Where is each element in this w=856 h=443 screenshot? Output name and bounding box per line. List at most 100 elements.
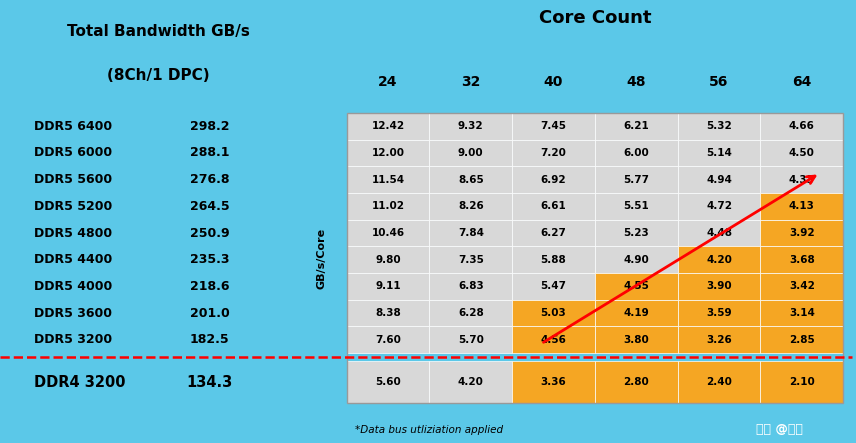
Text: 6.21: 6.21 — [623, 121, 649, 131]
Bar — [678, 273, 760, 300]
Bar — [678, 113, 760, 140]
Bar — [678, 361, 760, 403]
Text: 5.60: 5.60 — [375, 377, 401, 387]
Text: 6.92: 6.92 — [541, 175, 567, 185]
Text: DDR5 3600: DDR5 3600 — [34, 307, 112, 319]
Text: 4.48: 4.48 — [706, 228, 732, 238]
Bar — [760, 326, 843, 353]
Text: 4.56: 4.56 — [541, 335, 567, 345]
Bar — [512, 193, 595, 220]
Text: 3.14: 3.14 — [789, 308, 815, 318]
Text: 6.00: 6.00 — [623, 148, 649, 158]
Text: 4.94: 4.94 — [706, 175, 732, 185]
Bar — [512, 140, 595, 166]
Bar — [595, 273, 678, 300]
Bar — [347, 166, 430, 193]
Bar — [512, 361, 595, 403]
Text: 40: 40 — [544, 75, 563, 89]
Text: DDR5 3200: DDR5 3200 — [34, 333, 112, 346]
Text: DDR5 6000: DDR5 6000 — [34, 147, 112, 159]
Bar — [595, 113, 678, 140]
Bar — [347, 273, 430, 300]
Text: DDR5 4800: DDR5 4800 — [34, 226, 112, 240]
Text: 7.84: 7.84 — [458, 228, 484, 238]
Text: 8.26: 8.26 — [458, 201, 484, 211]
Bar — [512, 273, 595, 300]
Bar — [347, 113, 843, 403]
Bar — [760, 246, 843, 273]
Text: 298.2: 298.2 — [190, 120, 229, 133]
Text: 4.66: 4.66 — [789, 121, 815, 131]
Text: 9.11: 9.11 — [375, 281, 401, 291]
Bar — [760, 193, 843, 220]
Text: GB/s/Core: GB/s/Core — [316, 228, 326, 288]
Text: 2.85: 2.85 — [789, 335, 815, 345]
Bar — [430, 140, 512, 166]
Text: 12.00: 12.00 — [372, 148, 405, 158]
Text: 182.5: 182.5 — [190, 333, 229, 346]
Bar — [430, 113, 512, 140]
Bar — [678, 220, 760, 246]
Bar — [512, 326, 595, 353]
Text: 4.90: 4.90 — [623, 255, 649, 265]
Text: 4.19: 4.19 — [623, 308, 649, 318]
Bar — [430, 246, 512, 273]
Text: 5.14: 5.14 — [706, 148, 732, 158]
Text: 4.33: 4.33 — [789, 175, 815, 185]
Text: 11.02: 11.02 — [372, 201, 405, 211]
Text: *Data bus utliziation applied: *Data bus utliziation applied — [355, 425, 503, 435]
Text: 2.10: 2.10 — [789, 377, 815, 387]
Bar — [678, 140, 760, 166]
Text: 32: 32 — [461, 75, 480, 89]
Text: 2.40: 2.40 — [706, 377, 732, 387]
Text: 6.28: 6.28 — [458, 308, 484, 318]
Text: 264.5: 264.5 — [190, 200, 229, 213]
Bar — [760, 273, 843, 300]
Text: 7.60: 7.60 — [375, 335, 401, 345]
Bar — [347, 246, 430, 273]
Text: DDR5 4000: DDR5 4000 — [34, 280, 112, 293]
Text: 4.55: 4.55 — [623, 281, 649, 291]
Bar — [347, 220, 430, 246]
Text: 250.9: 250.9 — [190, 226, 229, 240]
Text: 5.70: 5.70 — [458, 335, 484, 345]
Text: DDR4 3200: DDR4 3200 — [34, 375, 126, 389]
Text: 3.36: 3.36 — [541, 377, 567, 387]
Text: 134.3: 134.3 — [187, 375, 233, 389]
Text: Total Bandwidth GB/s: Total Bandwidth GB/s — [67, 23, 250, 39]
Text: 10.46: 10.46 — [372, 228, 405, 238]
Bar — [678, 300, 760, 326]
Bar — [430, 361, 512, 403]
Bar — [430, 220, 512, 246]
Bar — [678, 193, 760, 220]
Text: 2.80: 2.80 — [623, 377, 649, 387]
Text: 8.38: 8.38 — [375, 308, 401, 318]
Text: 276.8: 276.8 — [190, 173, 229, 186]
Text: 5.51: 5.51 — [623, 201, 649, 211]
Bar — [678, 326, 760, 353]
Text: 4.13: 4.13 — [789, 201, 815, 211]
Bar — [678, 166, 760, 193]
Text: Core Count: Core Count — [538, 9, 651, 27]
Bar — [595, 326, 678, 353]
Bar — [430, 300, 512, 326]
Text: 3.68: 3.68 — [789, 255, 815, 265]
Text: 11.54: 11.54 — [372, 175, 405, 185]
Text: DDR5 5200: DDR5 5200 — [34, 200, 112, 213]
Text: 9.80: 9.80 — [375, 255, 401, 265]
Bar — [347, 113, 430, 140]
Text: 9.00: 9.00 — [458, 148, 484, 158]
Text: 4.50: 4.50 — [789, 148, 815, 158]
Text: DDR5 6400: DDR5 6400 — [34, 120, 112, 133]
Text: 7.45: 7.45 — [540, 121, 567, 131]
Text: 3.92: 3.92 — [789, 228, 815, 238]
Bar — [760, 140, 843, 166]
Text: 4.20: 4.20 — [706, 255, 732, 265]
Bar — [760, 300, 843, 326]
Text: 3.59: 3.59 — [706, 308, 732, 318]
Text: 9.32: 9.32 — [458, 121, 484, 131]
Bar — [760, 166, 843, 193]
Text: 3.42: 3.42 — [789, 281, 815, 291]
Bar — [595, 193, 678, 220]
Bar — [430, 166, 512, 193]
